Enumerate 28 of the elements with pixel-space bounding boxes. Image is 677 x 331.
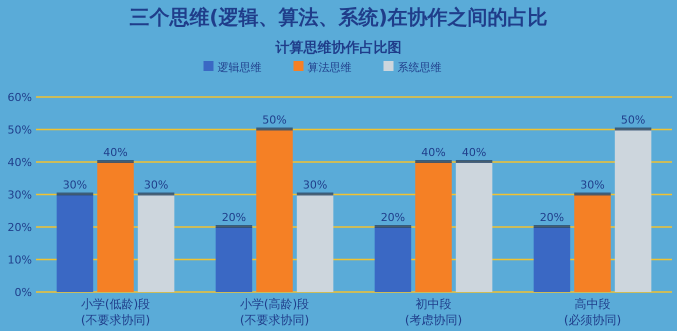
y-tick-label: 50% bbox=[8, 123, 32, 136]
legend-label: 逻辑思维 bbox=[218, 61, 262, 74]
data-label: 20% bbox=[380, 211, 406, 224]
data-label: 50% bbox=[620, 114, 646, 126]
data-label: 50% bbox=[262, 114, 287, 126]
data-label: 20% bbox=[222, 211, 246, 224]
data-label: 20% bbox=[540, 211, 564, 224]
y-tick-label: 30% bbox=[8, 188, 32, 202]
y-tick-label: 20% bbox=[8, 220, 32, 234]
chart-subtitle: 计算思维协作占比图 bbox=[274, 39, 402, 56]
data-label: 30% bbox=[144, 178, 168, 192]
y-tick-label: 60% bbox=[8, 90, 32, 104]
data-label: 40% bbox=[103, 146, 128, 159]
x-tick-label: 小学(高龄)段 (不要求协同) bbox=[240, 297, 310, 327]
y-tick-label: 10% bbox=[8, 253, 32, 266]
chart-title: 三个思维(逻辑、算法、系统)在协作之间的占比 bbox=[129, 5, 548, 29]
data-label: 30% bbox=[302, 178, 328, 192]
legend-label: 算法思维 bbox=[308, 61, 352, 74]
y-tick-label: 0% bbox=[14, 286, 32, 299]
data-label: 40% bbox=[462, 146, 486, 159]
y-tick-label: 40% bbox=[8, 156, 32, 169]
x-tick-label: 初中段 (考虑协同) bbox=[404, 297, 462, 327]
x-tick-label: 高中段 (必须协同) bbox=[564, 297, 622, 327]
data-label: 30% bbox=[580, 178, 605, 192]
data-label: 30% bbox=[62, 178, 88, 192]
data-label: 40% bbox=[421, 146, 446, 159]
legend-label: 系统思维 bbox=[398, 61, 442, 74]
x-tick-label: 小学(低龄)段 (不要求协同) bbox=[80, 297, 150, 327]
